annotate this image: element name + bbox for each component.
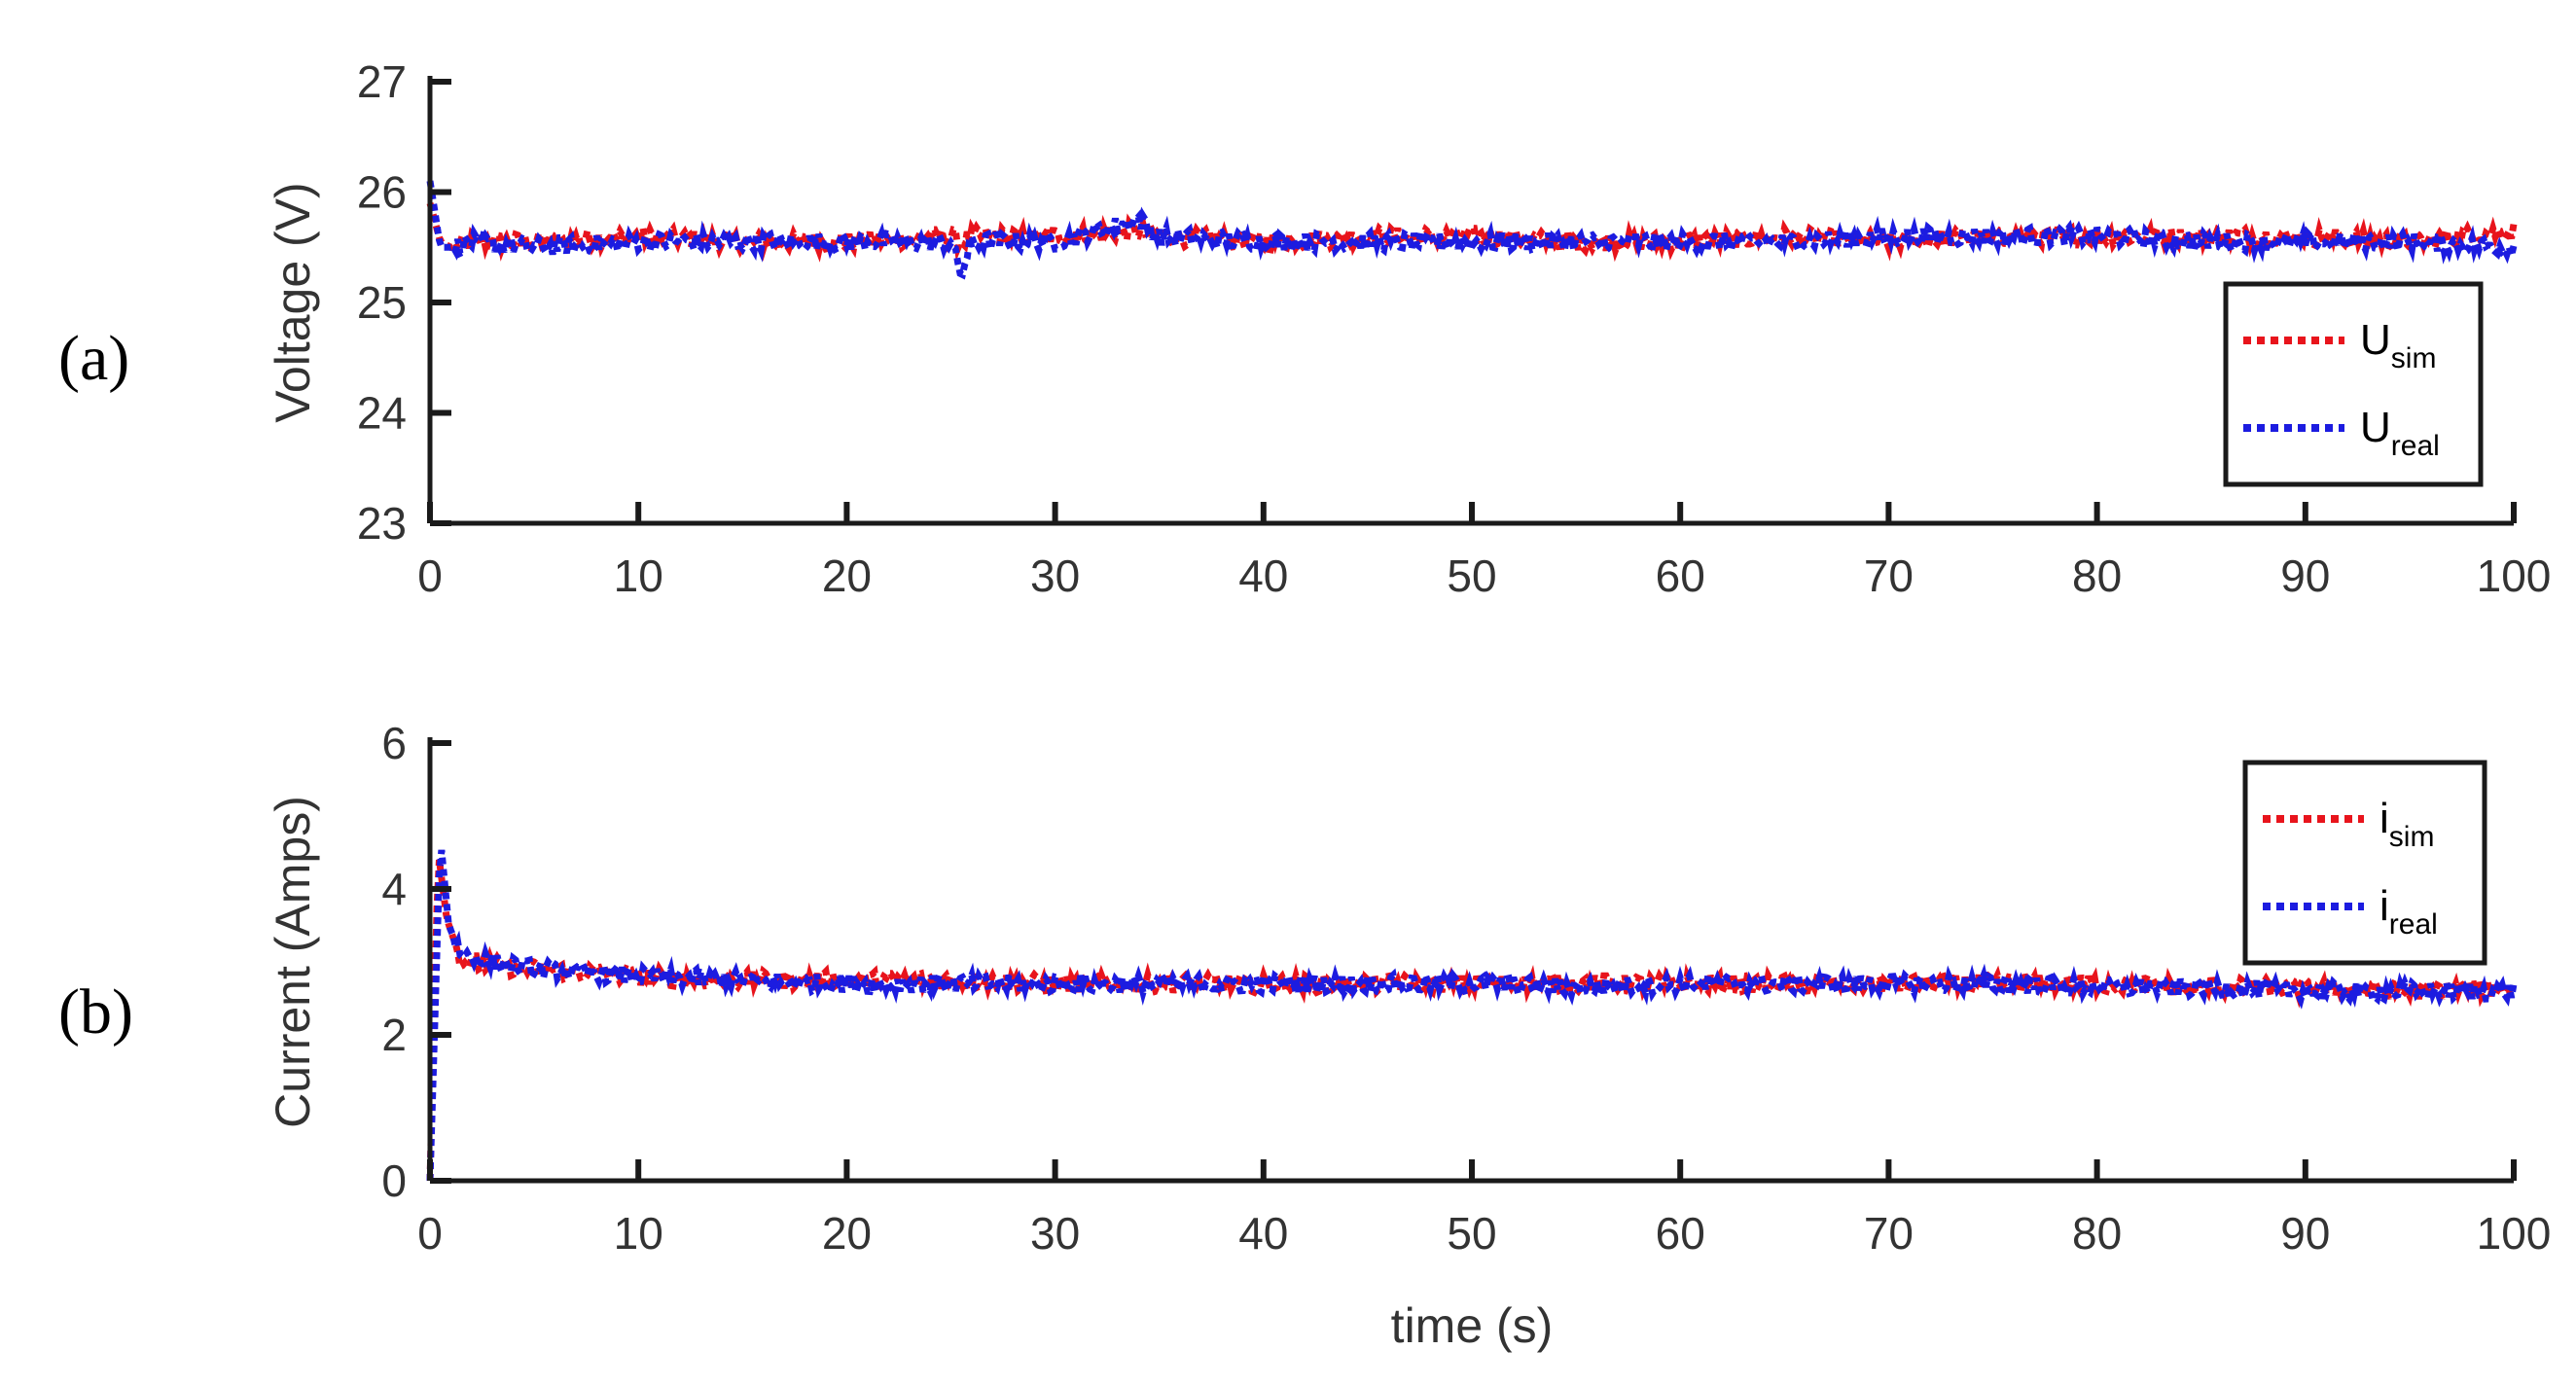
x-tick-label: 0 <box>417 1208 443 1259</box>
legend-entry-subscript: sim <box>2391 342 2437 374</box>
legend-entry-real: ireal <box>2379 882 2438 941</box>
legend-entry-name: i <box>2379 882 2389 930</box>
series-line-i-sim <box>426 859 2517 1182</box>
y-axis-label: Voltage (V) <box>266 182 320 422</box>
legend-entry-sim: isim <box>2379 795 2434 853</box>
panel-label: (b) <box>58 977 133 1048</box>
legend-entry-subscript: real <box>2389 908 2438 941</box>
x-tick-label: 60 <box>1656 550 1705 601</box>
chart-panel-voltage: 0 10 20 30 40 50 60 70 80 90 100 23 24 25 26 27 Voltage … <box>58 56 2551 601</box>
y-tick-label: 6 <box>381 718 407 768</box>
x-tick-label: 100 <box>2477 1208 2552 1259</box>
y-tick-label: 27 <box>357 56 407 107</box>
x-tick-label: 90 <box>2280 550 2330 601</box>
x-tick-label: 10 <box>614 550 663 601</box>
legend-entry-real: Ureal <box>2360 404 2440 462</box>
y-tick-label: 23 <box>357 498 407 549</box>
y-tick-label: 2 <box>381 1010 407 1060</box>
x-tick-label: 80 <box>2072 1208 2122 1259</box>
x-tick-label: 40 <box>1238 550 1288 601</box>
chart-panel-current: 0 10 20 30 40 50 60 70 80 90 100 0 2 4 6 Current (Amps)… <box>58 718 2551 1353</box>
y-tick-label: 25 <box>357 277 407 328</box>
legend-entry-sim: Usim <box>2360 316 2436 374</box>
y-tick-label: 26 <box>357 167 407 218</box>
x-tick-label: 40 <box>1238 1208 1288 1259</box>
x-tick-label: 20 <box>822 550 872 601</box>
x-tick-label: 70 <box>1864 550 1914 601</box>
legend-box <box>2223 281 2484 487</box>
x-tick-label: 30 <box>1030 1208 1080 1259</box>
x-axis-label: time (s) <box>1391 1298 1554 1353</box>
y-axis-label: Current (Amps) <box>266 796 320 1128</box>
legend-entry-name: U <box>2360 316 2391 364</box>
x-tick-label: 30 <box>1030 550 1080 601</box>
series-line-u-real <box>426 180 2518 280</box>
x-tick-label: 50 <box>1447 1208 1496 1259</box>
y-tick-label: 24 <box>357 388 407 439</box>
legend-entry-name: U <box>2360 404 2391 451</box>
x-tick-label: 20 <box>822 1208 872 1259</box>
x-tick-label: 0 <box>417 550 443 601</box>
legend-entry-name: i <box>2379 795 2389 842</box>
x-tick-label: 10 <box>614 1208 663 1259</box>
y-tick-label: 0 <box>381 1155 407 1206</box>
x-tick-label: 100 <box>2477 550 2552 601</box>
panel-label: (a) <box>58 323 129 394</box>
series-line-i-real <box>426 849 2518 1182</box>
legend-entry-subscript: sim <box>2389 821 2435 853</box>
x-tick-label: 70 <box>1864 1208 1914 1259</box>
x-tick-label: 80 <box>2072 550 2122 601</box>
legend-entry-subscript: real <box>2391 430 2440 462</box>
legend-box <box>2242 760 2487 966</box>
x-tick-label: 60 <box>1656 1208 1705 1259</box>
x-tick-label: 50 <box>1447 550 1496 601</box>
y-tick-label: 4 <box>381 864 407 914</box>
x-tick-label: 90 <box>2280 1208 2330 1259</box>
